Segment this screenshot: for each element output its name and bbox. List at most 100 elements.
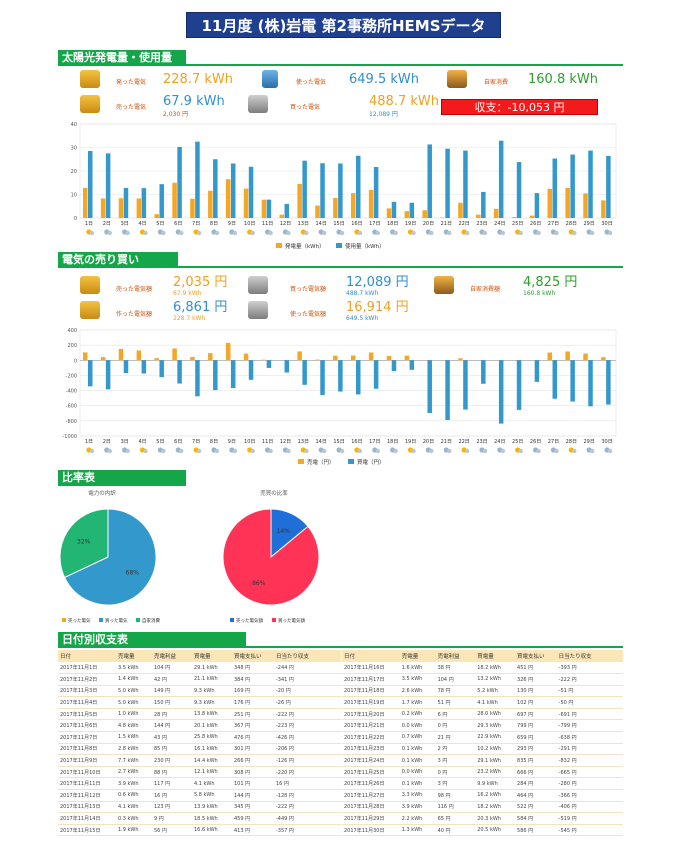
table-cell: 2017年11月2日: [58, 673, 116, 686]
table-header-cell: 売電利益: [152, 650, 192, 662]
table-cell: 18.2 kWh: [475, 662, 516, 675]
bar-used: [391, 201, 397, 218]
x-tick-label: 26日: [530, 221, 541, 227]
table-cell: -20 円: [274, 685, 341, 698]
table-cell: 230 円: [152, 754, 192, 767]
table-header-cell: 買電量: [192, 650, 232, 662]
bar-generated: [351, 193, 356, 218]
bar-sell: [154, 358, 159, 361]
money-self-value: 4,825 円: [523, 275, 578, 290]
bar-sell: [172, 348, 177, 361]
bar-sell: [565, 351, 570, 361]
weather-icon: [536, 448, 541, 454]
weather-icon: [411, 448, 416, 454]
self-value: 160.8 kWh: [528, 72, 598, 87]
table-cell: 2017年11月29日: [342, 812, 400, 825]
table-cell: 2.7 kWh: [116, 766, 152, 779]
table-cell: 104 円: [435, 673, 476, 686]
bar-buy: [356, 360, 361, 395]
table-row: 2017年11月30日 1.3 kWh 40 円 20.5 kWh 586 円 -545 …: [342, 824, 623, 837]
weather-icon: [286, 448, 291, 454]
table-cell: 5.2 kWh: [475, 685, 516, 698]
table-cell: 2017年11月1日: [58, 662, 116, 675]
weather-icon: [357, 230, 363, 236]
table-cell: 65 円: [435, 812, 476, 825]
weather-icon: [429, 230, 434, 236]
bar-generated: [547, 188, 553, 218]
money-bought-sub: 488.7 kWh: [346, 290, 379, 297]
bar-buy: [427, 360, 432, 414]
table-row: 2017年11月7日 1.5 kWh 43 円 25.8 kWh 476 円 -426 円: [58, 731, 341, 744]
table-header-cell: 売電量: [116, 650, 152, 662]
legend-swatch: [272, 618, 276, 622]
solar-coin-icon: [80, 301, 100, 319]
table-cell: 101 円: [232, 777, 274, 791]
section-daily-header: 日付別収支表: [58, 632, 246, 648]
weather-icon: [179, 230, 184, 236]
x-tick-label: 8日: [210, 439, 218, 445]
table-cell: 16.1 kWh: [192, 743, 232, 756]
x-tick-label: 23日: [476, 221, 487, 227]
table-cell: -799 円: [556, 719, 623, 733]
pie-title: 売買の比率: [260, 489, 288, 497]
bar-used: [248, 166, 254, 218]
money-bought-value: 12,089 円: [346, 275, 409, 290]
bar-sell: [583, 353, 588, 361]
table-cell: 42 円: [152, 673, 192, 686]
table-cell: 150 円: [152, 696, 192, 709]
bar-generated: [333, 198, 338, 218]
bar-used: [195, 141, 200, 218]
table-cell: 464 円: [515, 789, 557, 802]
money-bought-label: 買った電気額: [290, 286, 327, 293]
x-tick-label: 25日: [512, 439, 523, 445]
table-row: 2017年11月3日 5.0 kWh 149 円 9.3 kWh 169 円 -20 円: [58, 685, 341, 698]
table-cell: 459 円: [232, 812, 274, 825]
y-tick-label: -400: [66, 389, 77, 395]
table-cell: 16 円: [152, 789, 192, 802]
table-cell: 116 円: [435, 801, 476, 814]
table-cell: 3.3 kWh: [399, 789, 436, 802]
weather-icon: [590, 448, 595, 454]
table-cell: 43 円: [152, 731, 192, 744]
table-cell: 301 円: [232, 743, 274, 756]
legend-swatch: [230, 618, 234, 622]
x-tick-label: 1日: [85, 221, 93, 227]
x-tick-label: 16日: [351, 221, 362, 227]
table-cell: 2017年11月20日: [342, 708, 400, 721]
weather-icon: [518, 230, 523, 236]
used-value: 649.5 kWh: [349, 72, 419, 87]
pie-value-label: 68%: [126, 569, 140, 576]
solar-panel-icon: [80, 70, 100, 88]
weather-icon: [107, 448, 112, 454]
table-cell: 3 円: [435, 777, 476, 791]
legend-buy: 買電（円）: [357, 459, 385, 466]
table-cell: 2 円: [435, 743, 476, 756]
x-tick-label: 15日: [333, 439, 344, 445]
x-tick-label: 20日: [423, 221, 434, 227]
x-tick-label: 10日: [244, 439, 255, 445]
table-cell: 13.2 kWh: [475, 673, 516, 686]
table-cell: 176 円: [232, 696, 274, 709]
table-cell: 522 円: [515, 801, 557, 814]
x-tick-label: 19日: [405, 439, 416, 445]
y-tick-label: 30: [71, 146, 77, 152]
table-cell: 2017年11月21日: [342, 719, 400, 733]
x-tick-label: 29日: [584, 221, 595, 227]
weather-icon: [393, 230, 398, 236]
table-cell: 2017年11月9日: [58, 754, 116, 767]
bar-used: [230, 163, 236, 218]
bar-used: [498, 140, 504, 218]
table-cell: -51 円: [556, 685, 623, 698]
table-cell: 2017年11月28日: [342, 801, 400, 814]
table-cell: 2.6 kWh: [399, 685, 436, 698]
bar-generated: [190, 198, 195, 218]
table-cell: -222 円: [274, 708, 341, 721]
table-cell: -366 円: [556, 789, 623, 802]
legend-swatch-used: [336, 243, 342, 248]
x-tick-label: 5日: [156, 221, 164, 227]
bar-buy: [213, 360, 218, 391]
bought-sub: 12,089 円: [369, 111, 398, 118]
table-cell: 2017年11月3日: [58, 685, 116, 698]
table-cell: 85 円: [152, 743, 192, 756]
weather-icon: [268, 230, 273, 236]
